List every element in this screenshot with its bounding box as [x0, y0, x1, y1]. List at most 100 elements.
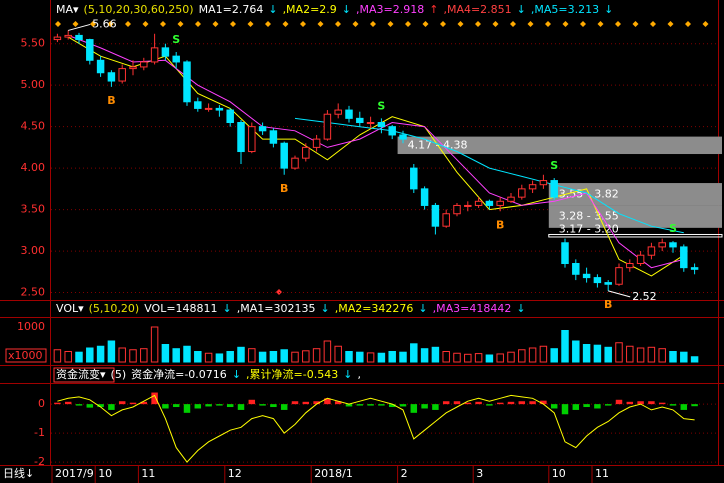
volume-bar — [593, 344, 602, 363]
marker-diamond — [282, 21, 289, 27]
signal-label: S — [172, 33, 180, 46]
marker-diamond — [90, 21, 96, 27]
candle-body — [258, 126, 267, 132]
volume-bar — [420, 348, 429, 363]
header-item: ↓ — [342, 3, 351, 16]
candle-body — [291, 157, 299, 169]
flow-bar — [313, 401, 320, 405]
flow-bar — [302, 401, 310, 405]
x-tick-label: 2017/9 — [55, 467, 94, 480]
header-item: ↓ — [517, 3, 526, 16]
volume-bar — [518, 349, 526, 363]
flow-bar — [75, 404, 83, 406]
volume-bar — [496, 353, 504, 363]
volume-bar — [528, 347, 537, 363]
marker-diamond — [562, 21, 569, 27]
period-label: 日线↓ — [3, 466, 34, 480]
y-tick-label: 5.00 — [21, 78, 46, 91]
header-item: ,MA5=3.213 — [531, 3, 599, 16]
candle-body — [474, 200, 483, 206]
flow-bar — [280, 404, 288, 410]
flow-bar — [108, 404, 115, 410]
signal-label: S — [550, 159, 558, 172]
flow-bar — [216, 404, 223, 406]
volume-bar — [464, 353, 472, 363]
flow-bar — [205, 404, 212, 407]
candle-body — [636, 254, 645, 265]
header-box — [53, 367, 115, 383]
volume-bar — [615, 342, 623, 363]
candle-body — [539, 180, 548, 186]
marker-diamond — [667, 21, 674, 27]
annotation-leader — [608, 290, 631, 298]
marker-diamond — [580, 21, 586, 27]
flow-bar — [550, 404, 558, 409]
volume-bar — [323, 340, 332, 363]
candle-body — [269, 130, 278, 144]
flow-bar — [226, 404, 234, 408]
marker-diamond — [370, 21, 376, 27]
y-tick-label: 5.50 — [21, 37, 46, 50]
header-item: ,MA3=2.918 — [356, 3, 424, 16]
volume-bar — [312, 348, 321, 363]
signal-label: B — [280, 182, 288, 195]
candle-body — [615, 267, 623, 285]
marker-diamond — [440, 21, 446, 27]
volume-bar — [485, 354, 494, 363]
volume-bar — [561, 330, 569, 363]
header-item: , — [357, 368, 361, 381]
volume-bar — [302, 350, 310, 363]
candle-body — [464, 204, 472, 207]
flow-bar — [583, 404, 590, 408]
volume-bar — [107, 340, 116, 363]
volume-bar — [269, 351, 278, 363]
flow-bar — [486, 404, 493, 406]
marker-diamond — [212, 21, 219, 27]
volume-bar — [669, 351, 677, 363]
header-item: ↓ — [604, 3, 613, 16]
flow-bar — [626, 401, 634, 405]
price-zone — [397, 136, 722, 155]
flow-bar — [529, 401, 536, 405]
candle-body — [388, 126, 396, 136]
x-tick-label: 10 — [552, 467, 566, 480]
marker-diamond — [177, 21, 184, 27]
marker-diamond — [335, 21, 341, 27]
header-item: ↑ — [429, 3, 438, 16]
marker-diamond — [300, 21, 306, 27]
unit-box — [5, 348, 47, 363]
candle-body — [550, 180, 558, 198]
marker-diamond — [352, 21, 359, 27]
volume-bar — [129, 349, 137, 363]
flow-bar — [183, 404, 191, 413]
flow-bar — [162, 404, 169, 409]
flow-bar — [453, 401, 461, 405]
volume-bar — [150, 326, 159, 363]
candle-body — [64, 34, 72, 38]
flow-bar — [345, 404, 353, 407]
flow-bar — [669, 404, 677, 406]
candle-body — [334, 109, 342, 115]
x-tick-label: 2 — [401, 467, 408, 480]
y-tick-label: 0 — [38, 397, 45, 410]
volume-bar — [258, 351, 267, 363]
flow-bar — [561, 404, 569, 415]
candle-body — [194, 101, 202, 109]
marker-diamond — [107, 21, 114, 27]
volume-bar — [658, 348, 666, 363]
x-tick-label: 3 — [476, 467, 483, 480]
volume-bar — [647, 346, 656, 363]
y-tick-label: 3.00 — [21, 244, 46, 257]
header-item: ,累计净流=-0.543 — [246, 367, 338, 381]
marker-diamond — [405, 21, 411, 27]
volume-bar — [75, 351, 83, 363]
candle-body — [561, 242, 569, 265]
header-item: ,MA3=418442 — [433, 302, 512, 315]
volume-bar — [161, 344, 170, 363]
flow-bar — [388, 404, 396, 408]
header-item: ↓ — [343, 368, 352, 381]
marker-diamond — [247, 21, 254, 27]
candle-body — [496, 200, 504, 206]
candle-body — [248, 126, 256, 153]
marker-diamond — [685, 21, 691, 27]
